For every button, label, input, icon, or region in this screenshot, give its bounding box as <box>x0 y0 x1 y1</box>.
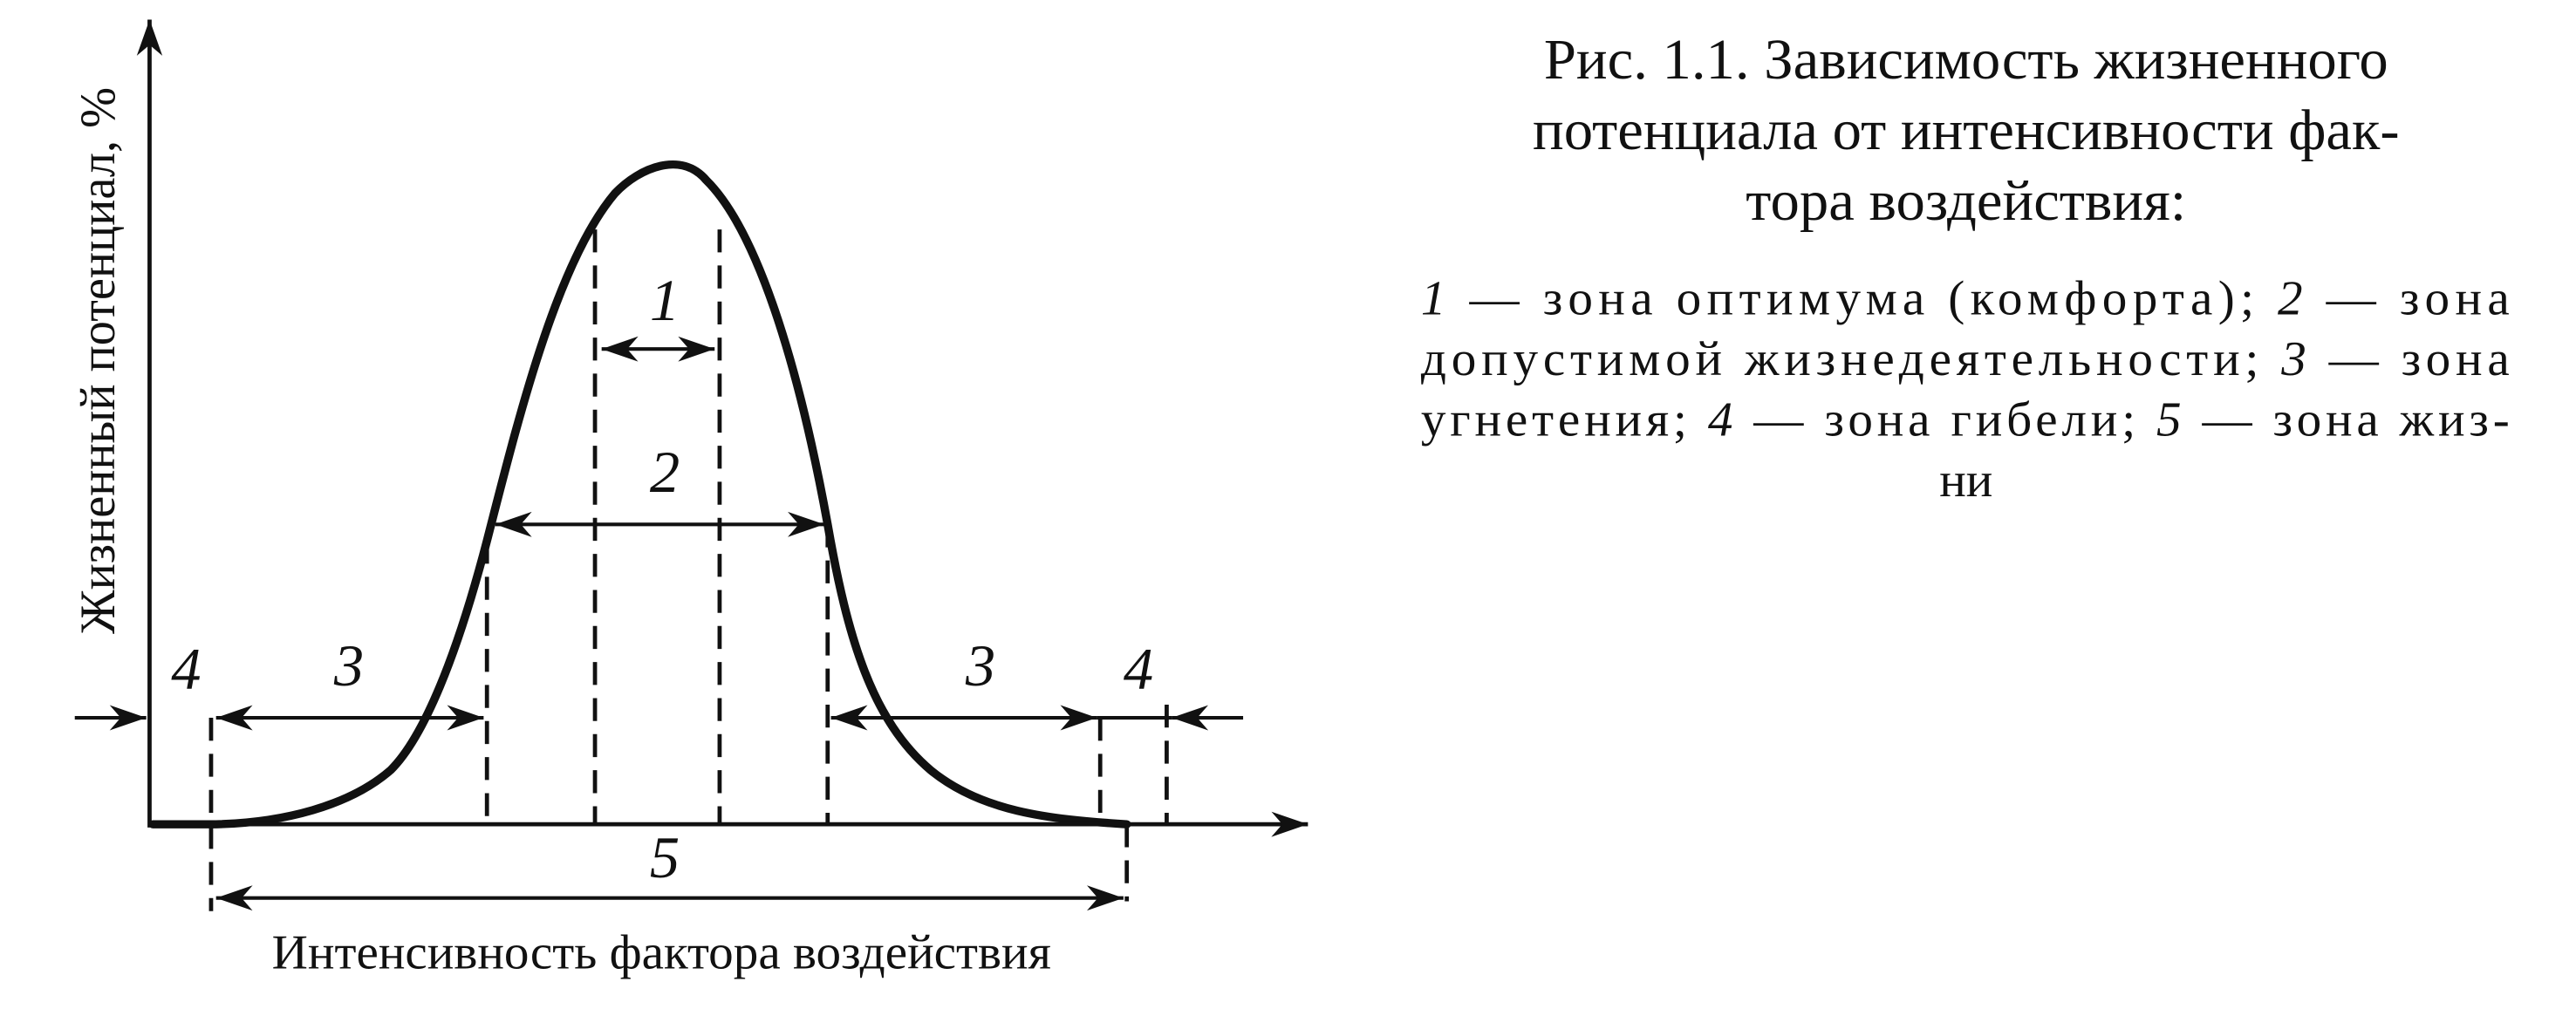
zone-label: 5 <box>650 824 680 890</box>
legend-number: 2 <box>2278 271 2303 326</box>
x-axis-label: Интенсивность фактора воздействия <box>272 925 1051 980</box>
legend-number: 5 <box>2156 392 2182 447</box>
legend-text: допустимой жизнедеятельности; <box>1421 331 2277 386</box>
caption-legend-line: 1 — зона оптимума (комфорта); 2 — зона <box>1421 271 2510 326</box>
legend-number: 1 <box>1421 271 1446 326</box>
zone-label: 2 <box>650 440 680 505</box>
caption-title: тора воздействия: <box>1746 169 2186 232</box>
legend-text: угнетения; <box>1421 392 1704 447</box>
zone-label: 4 <box>171 636 201 701</box>
caption-legend-line: ни <box>1939 453 1992 508</box>
zone-label: 3 <box>333 632 364 698</box>
caption-legend-line: допустимой жизнедеятельности; 3 — зона <box>1421 331 2510 386</box>
legend-text: — зона <box>2312 331 2510 386</box>
legend-text: — зона <box>2308 271 2510 326</box>
zone-label: 4 <box>1124 636 1153 701</box>
legend-text: — зона жиз- <box>2185 392 2509 447</box>
y-axis-label: Жизненный потенциал, % <box>71 87 126 634</box>
caption-legend-line: угнетения; 4 — зона гибели; 5 — зона жиз… <box>1421 392 2510 447</box>
curve <box>148 160 1131 828</box>
zone-label: 1 <box>650 267 680 332</box>
legend-number: 4 <box>1708 392 1733 447</box>
caption-title: Рис. 1.1. Зависимость жизненного <box>1544 29 2388 92</box>
legend-text: ни <box>1939 453 1992 508</box>
legend-text: — зона гибели; <box>1737 392 2152 447</box>
legend-text: — зона оптимума (комфорта); <box>1452 271 2272 326</box>
caption-title: потенциала от интенсивности фак- <box>1533 99 2400 161</box>
zone-label: 3 <box>965 632 995 698</box>
legend-number: 3 <box>2280 331 2306 386</box>
